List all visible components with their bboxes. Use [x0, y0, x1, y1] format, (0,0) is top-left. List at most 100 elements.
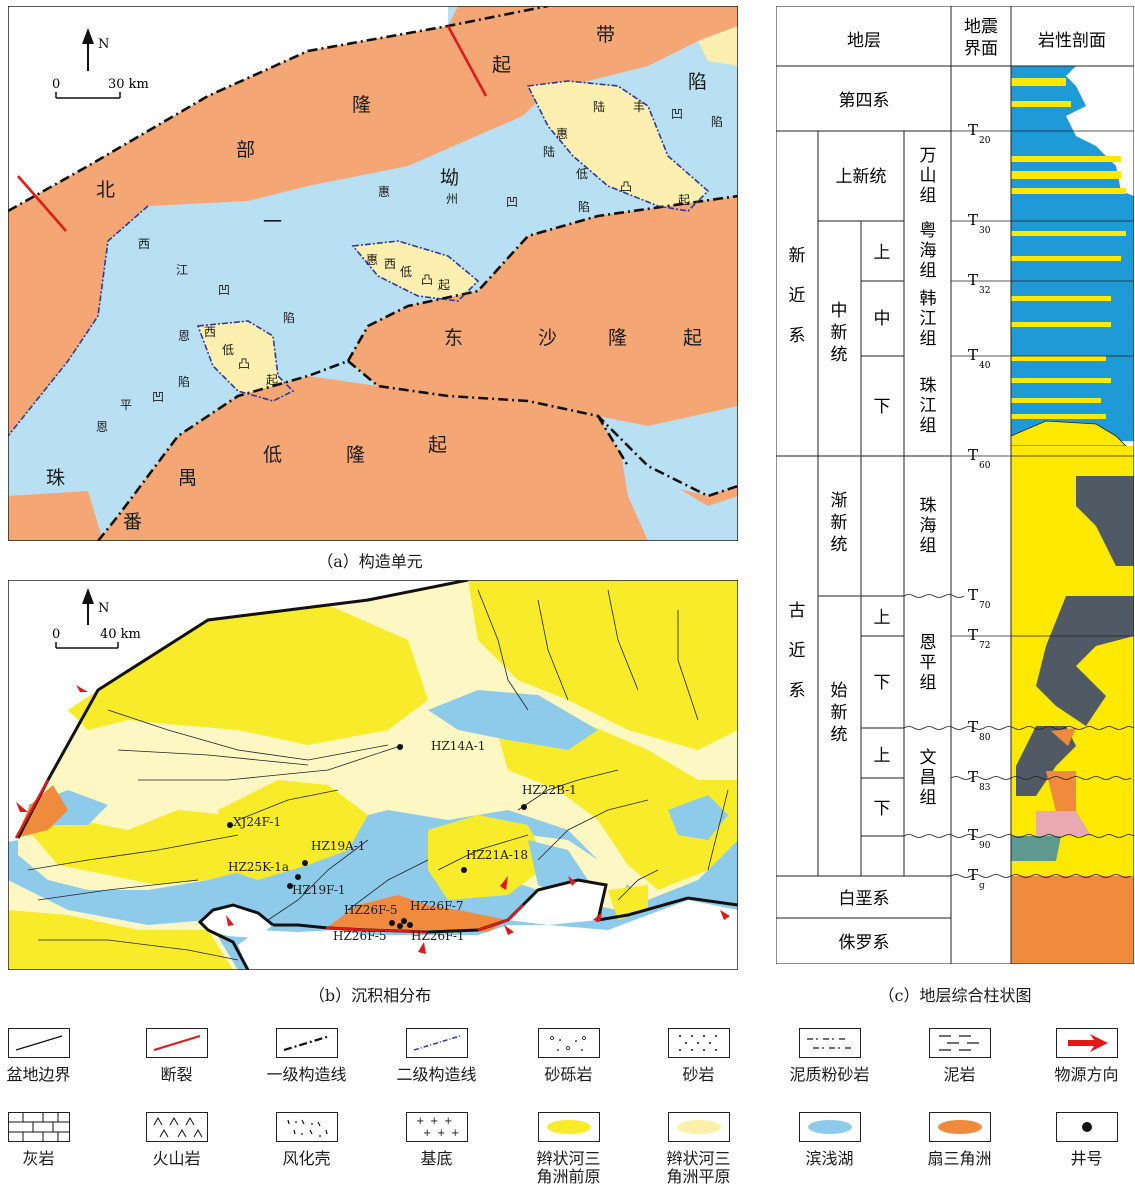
svg-text:文: 文 — [920, 748, 937, 768]
legend-volcanic: 火山岩 — [120, 1112, 233, 1168]
svg-text:惠: 惠 — [556, 127, 568, 141]
north-arrow: N — [82, 28, 109, 71]
legend-braided-plain: 辫状河三 角洲平原 — [642, 1112, 755, 1186]
svg-text:陷: 陷 — [578, 199, 590, 214]
svg-text:坳: 坳 — [440, 167, 459, 189]
series-eocene: 始新统 — [831, 681, 848, 745]
svg-text:0: 0 — [52, 627, 60, 642]
sub-series: 上 中 下 上 下 上 下 — [874, 243, 891, 819]
svg-text:惠: 惠 — [378, 185, 390, 199]
caption-b: （b）沉积相分布 — [308, 986, 432, 1005]
svg-text:统: 统 — [831, 725, 848, 745]
structural-map: N 0 30 km 北 部 隆 起 带 陷 一 坳 东 沙 隆 起 珠 番 禺 … — [7, 4, 739, 542]
svg-text:隆: 隆 — [608, 327, 627, 349]
legend-mudstone: 泥岩 — [903, 1028, 1016, 1084]
svg-text:陷: 陷 — [711, 114, 723, 129]
svg-text:+: + — [444, 1116, 452, 1127]
legend-second-order-line: 二级构造线 — [380, 1028, 493, 1084]
svg-text:T: T — [968, 586, 978, 604]
svg-text:30 km: 30 km — [108, 77, 149, 92]
svg-text:起: 起 — [266, 373, 278, 387]
svg-text:0: 0 — [52, 77, 60, 92]
braided-front — [8, 580, 738, 970]
svg-text:32: 32 — [979, 286, 990, 296]
svg-text:+: + — [416, 1116, 424, 1127]
svg-text:中: 中 — [831, 301, 848, 321]
svg-text:凹: 凹 — [506, 195, 518, 209]
svg-text:系: 系 — [789, 681, 806, 701]
svg-text:HZ14A-1: HZ14A-1 — [431, 739, 485, 753]
svg-text:近: 近 — [789, 286, 806, 306]
system-neogene: 新近系 — [789, 246, 806, 346]
svg-text:组: 组 — [920, 788, 937, 808]
svg-text:低: 低 — [222, 343, 234, 357]
svg-text:40 km: 40 km — [100, 627, 141, 642]
legend-sandstone: 砂岩 — [642, 1028, 755, 1084]
svg-text:平: 平 — [120, 398, 132, 412]
series-miocene: 中新统 — [831, 301, 848, 365]
svg-text:陆: 陆 — [593, 99, 605, 114]
legend-limestone: 灰岩 — [0, 1112, 95, 1168]
svg-text:凹: 凹 — [218, 283, 230, 297]
svg-text:+: + — [430, 1116, 438, 1127]
panel-b-sedimentary-facies: N 0 40 km HZ14A-1 HZ22B-1 XJ24F-1 HZ19A-… — [7, 578, 739, 971]
huilu-low-uplift — [528, 81, 708, 211]
svg-text:江: 江 — [176, 263, 188, 277]
header-strata: 地层 — [847, 31, 881, 51]
svg-text:低: 低 — [400, 265, 412, 279]
header-seismic-2: 界面 — [964, 39, 998, 59]
svg-text:陷: 陷 — [283, 310, 295, 325]
svg-text:HZ26F-1: HZ26F-1 — [411, 929, 465, 943]
svg-text:+: + — [423, 1128, 431, 1139]
panel-a-structural-units: N 0 30 km 北 部 隆 起 带 陷 一 坳 东 沙 隆 起 珠 番 禺 … — [7, 4, 739, 542]
svg-text:g: g — [979, 881, 985, 891]
first-order-structure-lines — [7, 4, 739, 542]
svg-text:州: 州 — [446, 192, 458, 206]
svg-text:带: 带 — [596, 24, 615, 46]
enxi-low-uplift — [198, 321, 293, 401]
svg-text:陷: 陷 — [688, 71, 707, 93]
svg-text:起: 起 — [678, 193, 690, 207]
svg-text:珠: 珠 — [46, 467, 65, 489]
header-lithology: 岩性剖面 — [1038, 31, 1106, 51]
svg-text:新: 新 — [831, 323, 848, 343]
svg-text:江: 江 — [920, 309, 937, 329]
svg-text:海: 海 — [920, 516, 937, 536]
svg-text:番: 番 — [123, 511, 142, 533]
svg-text:韩: 韩 — [920, 289, 937, 309]
scale-bar: 0 30 km — [52, 77, 149, 99]
svg-text:下: 下 — [874, 799, 891, 819]
svg-text:T: T — [968, 446, 978, 464]
svg-text:70: 70 — [979, 601, 991, 611]
svg-text:凸: 凸 — [421, 273, 433, 287]
svg-text:HZ26F-5: HZ26F-5 — [344, 903, 398, 917]
svg-text:20: 20 — [979, 136, 991, 146]
series-pliocene: 上新统 — [836, 167, 887, 187]
svg-text:XJ24F-1: XJ24F-1 — [233, 815, 281, 829]
svg-text:起: 起 — [438, 278, 450, 292]
svg-text:T: T — [968, 346, 978, 364]
svg-text:恩: 恩 — [178, 329, 190, 343]
dongsha-uplift — [348, 196, 738, 426]
svg-text:统: 统 — [831, 345, 848, 365]
svg-text:昌: 昌 — [920, 768, 937, 788]
svg-text:T: T — [968, 626, 978, 644]
svg-text:HZ26F-5: HZ26F-5 — [333, 929, 387, 943]
svg-text:海: 海 — [920, 241, 937, 261]
legend-basement: + + + + + + 基底 — [380, 1112, 493, 1168]
svg-text:珠: 珠 — [920, 496, 937, 516]
svg-text:近: 近 — [789, 641, 806, 661]
svg-text:下: 下 — [874, 673, 891, 693]
svg-text:组: 组 — [920, 261, 937, 281]
svg-text:上: 上 — [874, 746, 891, 766]
panyu-low-uplift — [98, 376, 738, 541]
svg-text:西: 西 — [138, 237, 150, 251]
svg-text:HZ19F-1: HZ19F-1 — [292, 883, 346, 897]
svg-text:粤: 粤 — [920, 221, 937, 241]
svg-text:上: 上 — [874, 243, 891, 263]
basement-lithology — [1011, 876, 1134, 964]
second-order-structure-lines — [7, 80, 710, 437]
panel-c-stratigraphic-column: 地层 地震 界面 岩性剖面 第四系 新近系 古近系 白垩系 侏罗系 上新统 中新… — [775, 5, 1135, 965]
fault-line — [14, 779, 524, 934]
svg-text:组: 组 — [920, 673, 937, 693]
